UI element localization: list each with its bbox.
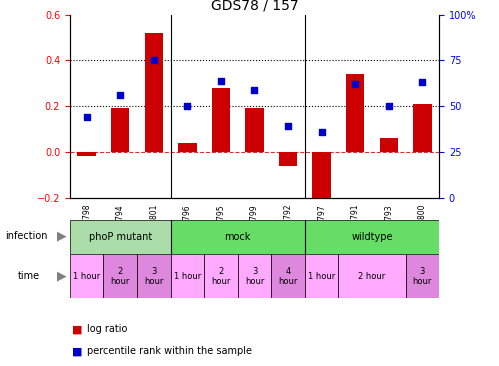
Bar: [70, 220, 171, 254]
Bar: [312, 152, 331, 214]
Text: time: time: [17, 271, 39, 281]
Text: infection: infection: [5, 231, 47, 241]
Point: [217, 78, 225, 83]
Point: [418, 79, 426, 85]
Bar: [380, 138, 398, 152]
Point: [183, 103, 191, 109]
Bar: [103, 254, 137, 298]
Bar: [212, 88, 230, 152]
Text: 1 hour: 1 hour: [174, 272, 201, 281]
Bar: [77, 152, 96, 156]
Text: 2 hour: 2 hour: [358, 272, 386, 281]
Point: [83, 114, 91, 120]
Bar: [305, 254, 338, 298]
Point: [250, 87, 258, 93]
Bar: [204, 254, 238, 298]
Text: wildtype: wildtype: [351, 232, 393, 242]
Text: 1 hour: 1 hour: [308, 272, 335, 281]
Bar: [305, 220, 439, 254]
Point: [351, 81, 359, 87]
Text: 4
hour: 4 hour: [278, 266, 298, 286]
Bar: [245, 108, 263, 152]
Bar: [171, 220, 305, 254]
Text: mock: mock: [225, 232, 251, 242]
Point: [318, 129, 326, 135]
Point: [385, 103, 393, 109]
Bar: [70, 254, 103, 298]
Bar: [238, 254, 271, 298]
Bar: [338, 254, 406, 298]
Text: 2
hour: 2 hour: [110, 266, 130, 286]
Text: log ratio: log ratio: [87, 324, 128, 335]
Bar: [406, 254, 439, 298]
Bar: [137, 254, 171, 298]
Text: 3
hour: 3 hour: [144, 266, 164, 286]
Point: [116, 92, 124, 98]
Text: phoP mutant: phoP mutant: [89, 232, 152, 242]
Bar: [145, 33, 163, 152]
Text: 1 hour: 1 hour: [73, 272, 100, 281]
Text: ■: ■: [72, 324, 83, 335]
Point: [284, 123, 292, 129]
Point: [150, 57, 158, 63]
Bar: [279, 152, 297, 165]
Bar: [111, 108, 129, 152]
Text: 3
hour: 3 hour: [413, 266, 432, 286]
Text: ▶: ▶: [57, 270, 67, 283]
Text: ■: ■: [72, 346, 83, 356]
Bar: [178, 143, 197, 152]
Text: 3
hour: 3 hour: [245, 266, 264, 286]
Text: 2
hour: 2 hour: [211, 266, 231, 286]
Bar: [413, 104, 432, 152]
Bar: [271, 254, 305, 298]
Title: GDS78 / 157: GDS78 / 157: [211, 0, 298, 12]
Bar: [346, 74, 364, 152]
Text: ▶: ▶: [57, 229, 67, 243]
Bar: [171, 254, 204, 298]
Text: percentile rank within the sample: percentile rank within the sample: [87, 346, 252, 356]
